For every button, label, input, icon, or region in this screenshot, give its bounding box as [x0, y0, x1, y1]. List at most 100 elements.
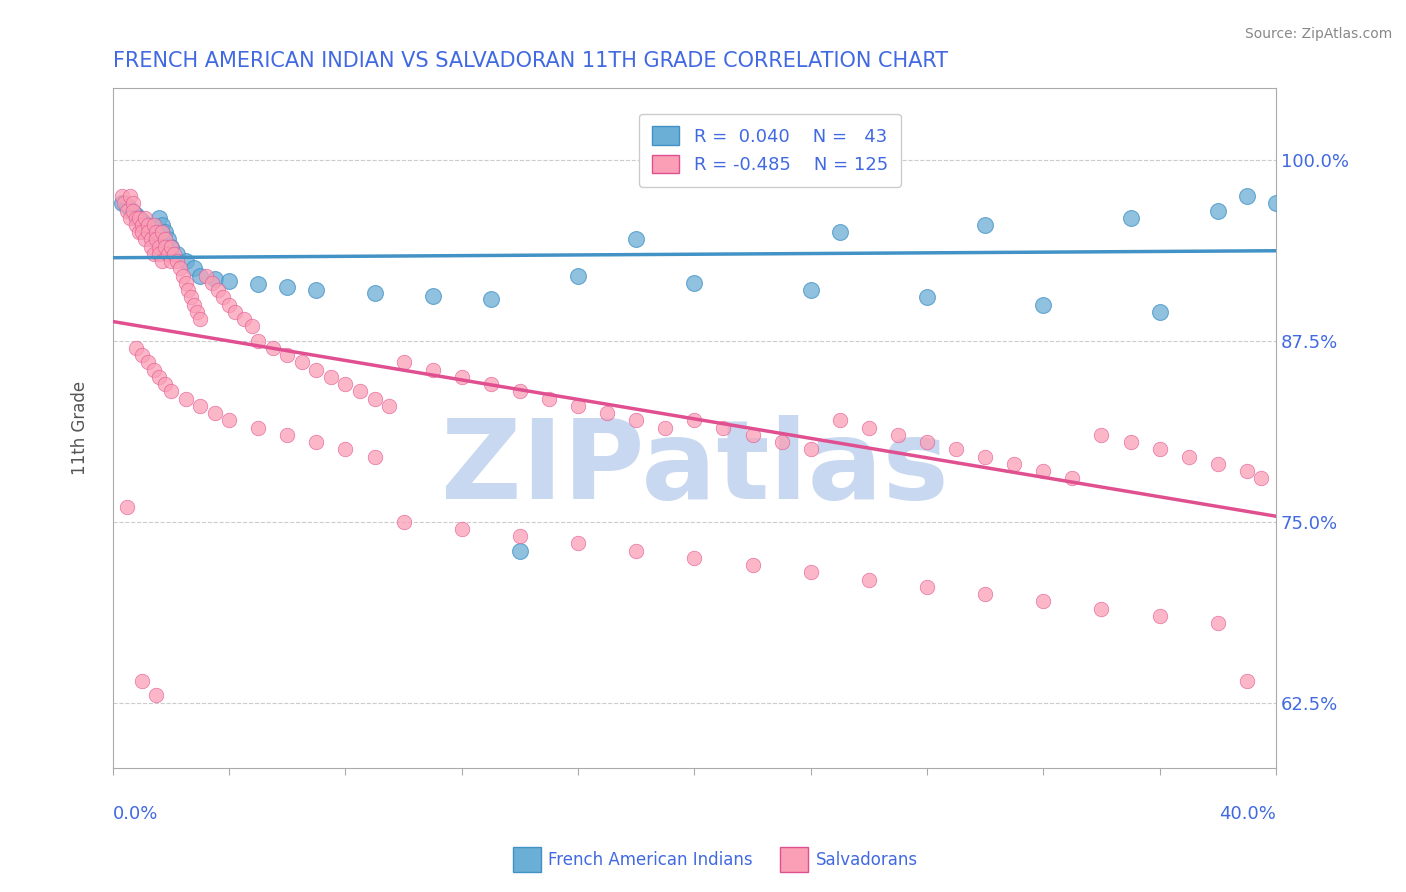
Point — [1265, 196, 1288, 211]
Point — [479, 292, 502, 306]
Point — [392, 515, 415, 529]
Point — [110, 189, 132, 203]
Point — [125, 211, 148, 225]
Point — [204, 271, 226, 285]
Point — [117, 203, 139, 218]
Point — [1002, 457, 1025, 471]
Point — [1206, 615, 1229, 630]
Point — [128, 211, 150, 225]
Point — [378, 399, 401, 413]
Point — [1236, 189, 1258, 203]
Point — [1032, 464, 1054, 478]
Point — [122, 196, 145, 211]
Point — [741, 558, 763, 573]
Point — [276, 427, 298, 442]
Point — [1032, 297, 1054, 311]
Point — [247, 334, 270, 348]
Point — [201, 276, 224, 290]
Point — [363, 450, 385, 464]
Point — [305, 362, 328, 376]
Point — [174, 276, 197, 290]
Point — [828, 413, 851, 427]
Point — [204, 406, 226, 420]
Point — [974, 587, 997, 601]
Point — [160, 254, 183, 268]
Y-axis label: 11th Grade: 11th Grade — [72, 381, 89, 475]
Point — [218, 297, 240, 311]
Point — [276, 348, 298, 362]
Point — [148, 247, 170, 261]
Point — [319, 370, 342, 384]
Point — [139, 222, 162, 236]
Point — [1236, 673, 1258, 688]
Point — [509, 384, 531, 399]
Text: 0.0%: 0.0% — [112, 805, 159, 823]
Point — [450, 370, 472, 384]
Point — [160, 240, 183, 254]
Point — [153, 225, 176, 239]
Point — [136, 225, 159, 239]
Point — [1090, 601, 1112, 615]
Point — [134, 211, 156, 225]
Point — [145, 232, 167, 246]
Text: Salvadorans: Salvadorans — [815, 851, 918, 869]
Point — [232, 312, 254, 326]
Point — [188, 268, 211, 283]
Point — [567, 536, 589, 550]
Point — [479, 377, 502, 392]
Point — [450, 522, 472, 536]
Point — [349, 384, 371, 399]
Text: French American Indians: French American Indians — [548, 851, 754, 869]
Point — [166, 247, 188, 261]
Point — [142, 225, 165, 239]
Point — [335, 442, 357, 457]
Point — [800, 566, 823, 580]
Point — [242, 319, 264, 334]
Point — [142, 362, 165, 376]
Point — [800, 283, 823, 297]
Point — [626, 232, 648, 246]
Point — [1236, 464, 1258, 478]
Point — [120, 202, 142, 216]
Point — [188, 312, 211, 326]
Point — [172, 268, 194, 283]
Point — [114, 196, 136, 211]
Point — [626, 543, 648, 558]
Point — [1177, 450, 1199, 464]
Point — [120, 189, 142, 203]
Point — [125, 208, 148, 222]
Point — [335, 377, 357, 392]
Point — [262, 341, 284, 355]
Point — [683, 550, 706, 565]
Point — [174, 392, 197, 406]
Point — [125, 218, 148, 232]
Point — [131, 218, 153, 232]
Point — [117, 500, 139, 515]
Legend: R =  0.040    N =   43, R = -0.485    N = 125: R = 0.040 N = 43, R = -0.485 N = 125 — [640, 113, 900, 186]
Point — [1206, 203, 1229, 218]
Point — [596, 406, 619, 420]
Point — [915, 580, 938, 594]
Text: 40.0%: 40.0% — [1219, 805, 1277, 823]
Point — [1149, 608, 1171, 623]
Point — [537, 392, 560, 406]
Point — [153, 240, 176, 254]
Point — [150, 225, 173, 239]
Point — [1062, 471, 1084, 485]
Point — [180, 290, 202, 304]
Point — [207, 283, 229, 297]
Point — [139, 232, 162, 246]
Point — [567, 399, 589, 413]
Point — [1149, 305, 1171, 319]
Point — [145, 225, 167, 239]
Point — [363, 392, 385, 406]
Point — [567, 268, 589, 283]
Point — [1032, 594, 1054, 608]
Point — [1149, 442, 1171, 457]
Point — [915, 290, 938, 304]
Point — [169, 261, 191, 276]
Point — [131, 225, 153, 239]
Point — [291, 355, 314, 369]
Point — [509, 529, 531, 543]
Point — [305, 435, 328, 450]
